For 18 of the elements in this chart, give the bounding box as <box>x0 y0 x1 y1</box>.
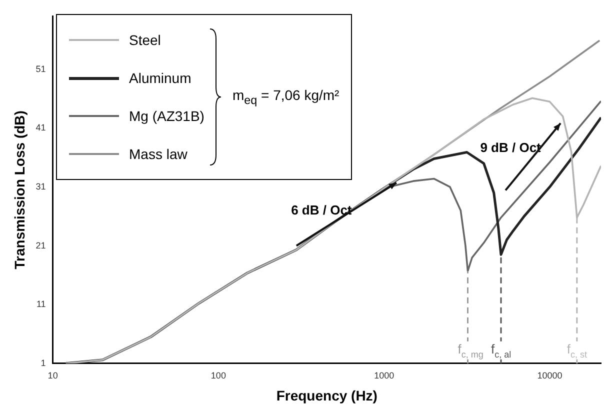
legend-label: Mass law <box>129 146 188 162</box>
x-tick-label: 100 <box>210 370 226 380</box>
legend-label: Steel <box>129 32 161 48</box>
y-tick-label: 51 <box>36 64 46 74</box>
x-tick-label: 1000 <box>374 370 394 380</box>
x-axis-title: Frequency (Hz) <box>276 387 378 404</box>
y-tick-label: 31 <box>36 181 46 192</box>
x-tick-label: 10000 <box>537 370 562 380</box>
y-tick-label: 41 <box>36 122 46 133</box>
legend-label: Aluminum <box>129 70 192 86</box>
y-tick-label: 1 <box>40 358 46 368</box>
y-axis-title: Transmission Loss (dB) <box>11 110 28 270</box>
y-tick-label: 21 <box>36 240 46 250</box>
annotation: m$_{eq}$ = 7,06 kg/m² <box>232 87 340 107</box>
y-tick-label: 11 <box>36 299 46 310</box>
x-tick-label: 10 <box>48 370 58 380</box>
annotation: 6 dB / Oct <box>291 202 352 218</box>
legend-label: Mg (AZ31B) <box>129 108 204 124</box>
